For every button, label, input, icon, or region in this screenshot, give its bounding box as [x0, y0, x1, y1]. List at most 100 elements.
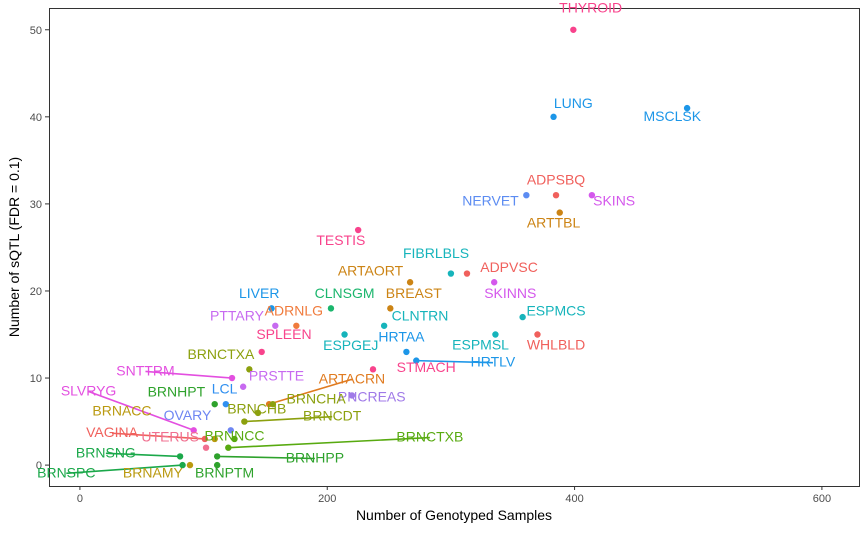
point-label: BRNAMY [123, 464, 184, 480]
data-point [403, 348, 410, 356]
point-label: CLNSGM [315, 285, 375, 301]
y-tick-label: 10 [30, 373, 42, 385]
data-point [269, 400, 277, 408]
x-tick-label: 0 [77, 493, 83, 505]
data-point [293, 322, 300, 329]
data-point [550, 113, 557, 121]
point-label: BRNCHB [227, 401, 286, 417]
data-point [201, 435, 209, 443]
point-label: PNCREAS [338, 389, 406, 405]
data-point [213, 453, 221, 460]
point-label: BRNCTXB [396, 429, 463, 445]
data-points [176, 26, 691, 469]
data-point [683, 104, 691, 112]
data-point [213, 461, 221, 469]
leader-line [268, 378, 353, 405]
data-point [519, 313, 526, 321]
point-label: PRSTTE [249, 368, 304, 384]
leader-line [112, 432, 205, 440]
data-point [239, 383, 247, 390]
y-tick-label: 30 [30, 199, 42, 211]
point-label: LIVER [239, 285, 279, 301]
data-point [225, 444, 232, 451]
point-label: ESPMCS [526, 302, 585, 318]
point-label: ESPMSL [452, 336, 509, 352]
point-label: BRNHPT [148, 383, 206, 399]
point-label: FIBRLBLS [403, 245, 469, 261]
point-label: ADPSBQ [527, 172, 585, 188]
data-point [241, 418, 248, 425]
data-point [246, 366, 253, 373]
point-label: TESTIS [316, 232, 365, 248]
data-point [222, 400, 230, 408]
point-label: UTERUS [141, 429, 199, 445]
x-tick-label: 200 [318, 493, 336, 505]
point-label: BRNPTM [195, 464, 254, 480]
point-label: BRNACC [92, 402, 151, 418]
x-tick-label: 600 [813, 493, 831, 505]
leader-line [244, 415, 333, 423]
point-label: ARTTBL [527, 214, 581, 230]
data-point [588, 191, 596, 199]
point-label: OVARY [164, 407, 212, 423]
data-point [176, 453, 184, 460]
point-label: BRNCDT [303, 408, 362, 424]
point-label: BREAST [386, 285, 442, 301]
point-label: SPLEEN [256, 326, 311, 342]
data-point [413, 357, 420, 364]
axis-ticks: 0 200 400 600 0 10 20 30 40 50 [30, 25, 831, 505]
data-point [406, 279, 414, 286]
data-point [231, 435, 238, 443]
point-label: SKINNS [484, 285, 536, 301]
y-tick-label: 40 [30, 112, 42, 124]
point-label: HRTLV [471, 354, 516, 370]
data-point [552, 191, 560, 199]
point-label: THYROID [559, 0, 622, 15]
point-label: BRNNCC [205, 428, 265, 444]
data-point [190, 427, 197, 434]
leader-line [145, 370, 233, 379]
data-point [492, 331, 499, 338]
x-tick-label: 400 [565, 493, 583, 505]
data-point [211, 400, 218, 408]
point-label: MSCLSK [643, 108, 701, 124]
data-point [268, 305, 275, 312]
y-tick-label: 20 [30, 286, 42, 298]
data-point [534, 331, 541, 338]
y-axis-title: Number of sQTL (FDR = 0.1) [6, 157, 22, 337]
leader-line [217, 455, 315, 460]
point-label: BRNCHA [287, 390, 347, 406]
leader-line [88, 390, 194, 432]
point-label: BRNCTXA [187, 346, 255, 362]
leader-line [228, 436, 430, 449]
data-point [228, 374, 236, 382]
data-point [327, 305, 335, 312]
point-label: SKINS [593, 193, 635, 209]
point-label: CLNTRN [392, 308, 449, 324]
point-label: BRNHPP [286, 449, 344, 465]
data-point [348, 392, 356, 399]
data-point [354, 226, 362, 234]
data-point [369, 366, 377, 373]
data-point [490, 279, 498, 286]
data-point [523, 191, 530, 199]
data-point [186, 461, 194, 469]
data-point [202, 444, 210, 451]
point-label: ADPVSC [480, 259, 538, 275]
point-label: BRNSNG [76, 444, 136, 460]
data-point [272, 322, 279, 329]
point-label: ESPGEJ [323, 337, 378, 353]
point-label: SLVRYG [61, 382, 117, 398]
data-point [227, 427, 234, 434]
data-point [387, 305, 394, 312]
data-point [556, 209, 563, 216]
point-label: ARTACRN [319, 370, 385, 386]
data-point [258, 348, 265, 356]
point-label: ARTAORT [338, 262, 404, 278]
point-label: NERVET [462, 193, 519, 209]
point-label: BRNSPC [37, 464, 95, 480]
data-point [570, 26, 577, 33]
data-point [380, 322, 388, 329]
point-label: LUNG [554, 95, 593, 111]
